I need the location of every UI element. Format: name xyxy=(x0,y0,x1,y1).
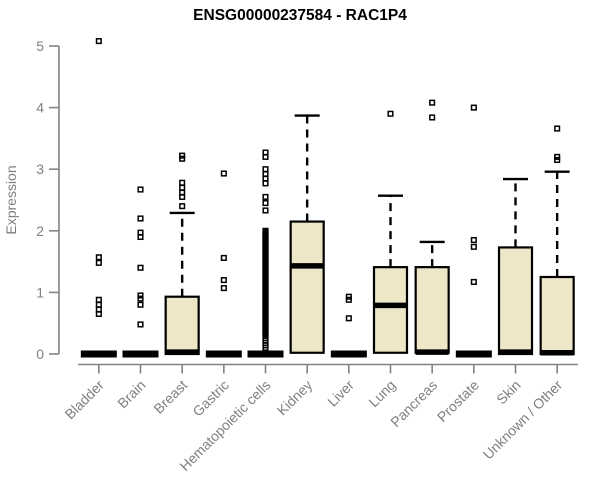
outlier-point xyxy=(345,296,352,303)
iqr-box xyxy=(497,246,534,356)
y-tick-label: 1 xyxy=(36,284,44,300)
outlier-point xyxy=(220,285,227,292)
outlier-point xyxy=(137,215,144,222)
outlier-point xyxy=(95,301,102,308)
outlier-point xyxy=(429,114,436,121)
outlier-point xyxy=(220,170,227,177)
outlier-point xyxy=(429,99,436,106)
boxplot-bladder xyxy=(80,38,117,358)
outlier-point xyxy=(95,310,102,318)
boxplot-kidney xyxy=(289,114,325,354)
boxplot-brain xyxy=(122,186,159,358)
outlier-point xyxy=(179,193,186,200)
boxplot-prostate xyxy=(455,104,492,358)
y-axis-label: Expression xyxy=(3,165,19,234)
y-axis: 0 1 2 3 4 5 xyxy=(36,38,60,362)
outlier-point xyxy=(262,228,269,236)
outlier-point xyxy=(137,301,144,308)
boxplot-gastric xyxy=(205,170,242,358)
y-tick-label: 3 xyxy=(36,161,44,177)
outlier-point xyxy=(137,292,144,299)
outlier-point xyxy=(345,315,352,322)
outlier-point xyxy=(262,344,269,351)
outlier-point xyxy=(262,175,269,182)
outlier-point xyxy=(262,153,269,160)
outlier-point xyxy=(470,243,477,250)
outlier-point xyxy=(137,295,144,302)
collapsed-box xyxy=(247,350,284,358)
y-tick-label: 2 xyxy=(36,223,44,239)
x-tick-label-liver: Liver xyxy=(324,377,357,410)
outlier-point xyxy=(95,296,102,303)
outlier-point xyxy=(262,207,269,214)
boxplot-skin xyxy=(497,177,534,356)
x-tick-label-brain: Brain xyxy=(114,377,148,411)
x-tick-label-prostate: Prostate xyxy=(434,377,482,425)
outlier-point xyxy=(179,179,186,186)
boxplot-lung xyxy=(372,110,409,354)
outlier-point xyxy=(220,254,227,261)
outlier-point xyxy=(179,152,186,159)
outlier-point xyxy=(137,186,144,193)
outlier-point xyxy=(554,125,561,132)
outlier-point xyxy=(137,321,144,328)
outlier-point xyxy=(179,184,186,191)
outlier-point xyxy=(137,233,144,241)
outlier-point xyxy=(345,293,352,300)
outlier-point xyxy=(470,104,477,111)
iqr-box xyxy=(372,266,409,354)
outlier-point xyxy=(137,264,144,271)
x-tick-label-bladder: Bladder xyxy=(62,377,108,423)
boxplot-unknown-other xyxy=(539,125,575,356)
outlier-point xyxy=(95,254,102,261)
iqr-box xyxy=(414,266,450,354)
outlier-point xyxy=(95,259,102,266)
outlier-point xyxy=(95,38,102,45)
x-tick-label-skin: Skin xyxy=(493,377,524,408)
outlier-point xyxy=(262,166,269,173)
collapsed-box xyxy=(455,350,492,358)
x-tick-label-lung: Lung xyxy=(365,377,398,410)
outlier-point xyxy=(179,203,186,210)
outlier-point xyxy=(470,236,477,244)
outlier-point xyxy=(262,200,269,207)
y-tick-label: 5 xyxy=(36,38,44,54)
boxplot-liver xyxy=(330,293,367,358)
boxplot-pancreas xyxy=(414,99,450,355)
collapsed-box xyxy=(205,350,242,358)
y-tick-label: 4 xyxy=(36,100,44,116)
iqr-box xyxy=(539,275,575,356)
chart-title: ENSG00000237584 - RAC1P4 xyxy=(193,7,407,24)
boxplot-hematopoietic-cells xyxy=(247,149,284,358)
x-tick-label-unknown-other: Unknown / Other xyxy=(480,377,566,463)
outlier-point xyxy=(220,277,227,284)
outlier-point xyxy=(554,153,561,160)
outlier-point xyxy=(554,156,561,164)
iqr-box xyxy=(289,220,325,354)
outlier-point xyxy=(387,110,394,117)
outlier-point xyxy=(262,193,269,200)
x-tick-label-breast: Breast xyxy=(150,377,190,417)
outlier-point xyxy=(470,278,477,285)
outlier-point xyxy=(179,155,186,162)
outlier-point xyxy=(262,180,269,187)
collapsed-box xyxy=(80,350,117,358)
iqr-box xyxy=(164,295,200,356)
collapsed-box xyxy=(330,350,367,358)
boxplot-breast xyxy=(164,152,200,356)
y-tick-label: 0 xyxy=(36,346,44,362)
x-tick-label-kidney: Kidney xyxy=(274,377,316,419)
collapsed-box xyxy=(122,350,159,358)
boxplot-series xyxy=(80,38,575,358)
